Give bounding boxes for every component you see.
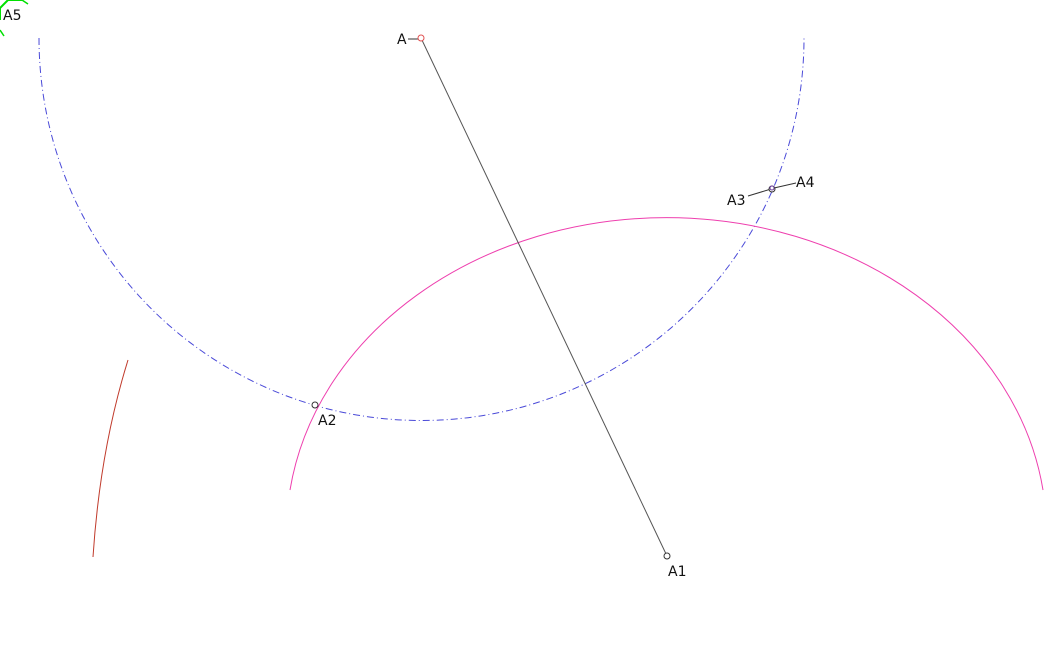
leader-a4 bbox=[773, 182, 797, 189]
point-a1-marker[interactable] bbox=[663, 552, 671, 560]
red-arc bbox=[92, 359, 129, 558]
point-a5-marker[interactable] bbox=[0, 0, 29, 37]
point-a4-marker[interactable] bbox=[769, 185, 775, 191]
label-a1: A1 bbox=[668, 564, 686, 580]
blue-dashdot-arc bbox=[38, 37, 805, 421]
point-a2-marker[interactable] bbox=[311, 401, 319, 409]
label-a: A bbox=[397, 32, 407, 48]
label-a4: A4 bbox=[796, 175, 815, 191]
label-a3: A3 bbox=[727, 193, 745, 209]
segment-a-a1 bbox=[420, 37, 668, 557]
label-a5: A5 bbox=[3, 8, 21, 24]
point-a-marker[interactable] bbox=[417, 34, 425, 42]
label-a2: A2 bbox=[318, 413, 336, 429]
leader-a3 bbox=[747, 188, 772, 197]
pink-arc bbox=[289, 217, 1044, 491]
